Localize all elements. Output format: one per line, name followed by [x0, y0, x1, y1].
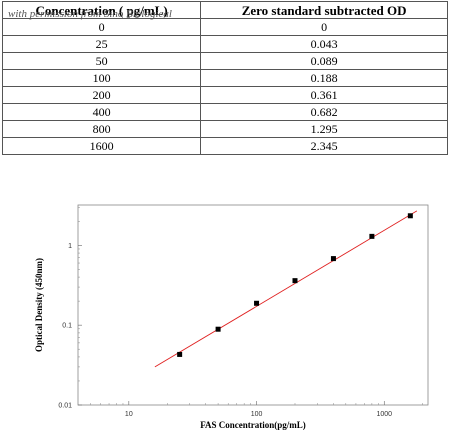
- od-cell: 0.043: [200, 35, 448, 53]
- table-row: 200 0.361: [1, 86, 448, 104]
- x-tick-label: 10: [125, 411, 133, 418]
- standard-curve-table: Concentration ( pg/mL) Zero standard sub…: [1, 1, 448, 155]
- data-point: [215, 326, 221, 332]
- concentration-cell: 200: [1, 86, 202, 104]
- plot-frame: [77, 204, 429, 406]
- od-cell: 0.089: [200, 52, 448, 70]
- x-tick-label: 1000: [376, 411, 392, 418]
- concentration-cell: 0: [1, 18, 202, 36]
- fit-line: [154, 210, 418, 368]
- concentration-cell: 800: [1, 120, 202, 138]
- od-cell: 0.682: [200, 103, 448, 121]
- table-row: 50 0.089: [1, 52, 448, 70]
- standard-curve-chart: 0.01 0.1 1 10 100 1000 FAS Concentration(pg/…: [34, 204, 429, 430]
- data-point: [369, 233, 375, 239]
- table-row: 1600 2.345: [1, 137, 448, 155]
- table-row: 100 0.188: [1, 69, 448, 87]
- data-point: [407, 213, 413, 219]
- column-header-od: Zero standard subtracted OD: [200, 1, 448, 19]
- data-point: [292, 278, 298, 284]
- od-cell: 0.361: [200, 86, 448, 104]
- x-tick-label: 100: [251, 411, 263, 418]
- od-cell: 0.188: [200, 69, 448, 87]
- concentration-cell: 1600: [1, 137, 202, 155]
- od-cell: 0: [200, 18, 448, 36]
- data-point: [254, 300, 260, 306]
- table-row: 25 0.043: [1, 35, 448, 53]
- table-row: 800 1.295: [1, 120, 448, 138]
- data-point: [330, 256, 336, 262]
- table-row: 400 0.682: [1, 103, 448, 121]
- y-axis-label: Optical Density (450nm): [34, 258, 44, 352]
- concentration-cell: 50: [1, 52, 202, 70]
- x-axis-label: FAS Concentration(pg/mL): [200, 420, 306, 430]
- y-tick-label: 0.01: [58, 403, 72, 410]
- watermark: with permission from Sino Biological: [8, 8, 172, 20]
- concentration-cell: 400: [1, 103, 202, 121]
- od-cell: 1.295: [200, 120, 448, 138]
- y-tick-label: 1: [68, 243, 72, 250]
- od-cell: 2.345: [200, 137, 448, 155]
- data-point: [177, 351, 183, 357]
- y-tick-label: 0.1: [62, 323, 72, 330]
- concentration-cell: 25: [1, 35, 202, 53]
- concentration-cell: 100: [1, 69, 202, 87]
